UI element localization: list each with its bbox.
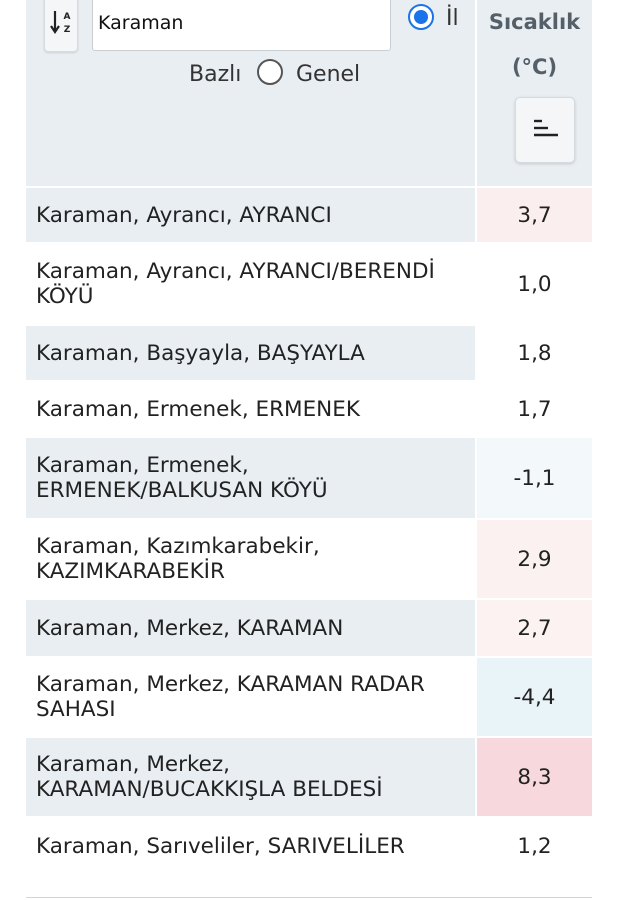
temperature-cell: 1,2 — [477, 818, 592, 874]
sort-bars-icon — [534, 119, 558, 137]
location-search-input[interactable] — [92, 0, 391, 51]
temperature-cell: 1,7 — [477, 382, 592, 436]
sort-alpha-icon: A Z — [50, 11, 71, 35]
temperature-cell: 2,7 — [477, 600, 592, 656]
table-row[interactable]: Karaman, Ayrancı, AYRANCI 3,7 — [26, 188, 592, 242]
bazli-label: Bazlı — [189, 62, 242, 87]
sort-temperature-button[interactable] — [515, 97, 575, 163]
svg-text:A: A — [64, 12, 71, 22]
table-bottom-divider — [26, 897, 592, 898]
temperature-cell: 2,9 — [477, 520, 592, 598]
location-cell: Karaman, Ermenek, ERMENEK/BALKUSAN KÖYÜ — [26, 438, 475, 518]
temperature-cell: 1,0 — [477, 244, 592, 324]
location-cell: Karaman, Merkez, KARAMAN — [26, 600, 475, 656]
temperature-cell: 8,3 — [477, 738, 592, 816]
table-row[interactable]: Karaman, Ermenek, ERMENEK/BALKUSAN KÖYÜ … — [26, 438, 592, 518]
temperature-cell: 3,7 — [477, 188, 592, 242]
radio-genel-label[interactable]: Genel — [296, 62, 361, 87]
table-row[interactable]: Karaman, Kazımkarabekir, KAZIMKARABEKİR … — [26, 520, 592, 598]
location-cell: Karaman, Ayrancı, AYRANCI/BERENDİ KÖYÜ — [36, 259, 435, 309]
temperature-column-unit: (°C) — [511, 55, 558, 79]
temperature-cell: -1,1 — [477, 438, 592, 518]
temperature-cell: 1,8 — [477, 326, 592, 380]
sort-alpha-button[interactable]: A Z — [44, 0, 78, 52]
radio-il[interactable] — [408, 4, 434, 30]
temperature-cell: -4,4 — [477, 658, 592, 736]
table-row[interactable]: Karaman, Başyayla, BAŞYAYLA 1,8 — [26, 326, 592, 380]
table-row[interactable]: Karaman, Merkez, KARAMAN RADAR SAHASI -4… — [26, 658, 592, 736]
table-row[interactable]: Karaman, Ermenek, ERMENEK 1,7 — [26, 382, 592, 436]
location-cell: Karaman, Sarıveliler, SARIVELİLER — [36, 833, 405, 859]
svg-text:Z: Z — [64, 25, 71, 35]
location-cell: Karaman, Merkez, KARAMAN/BUCAKKIŞLA BELD… — [26, 738, 475, 816]
location-cell: Karaman, Merkez, KARAMAN RADAR SAHASI — [36, 672, 425, 722]
table-row[interactable]: Karaman, Sarıveliler, SARIVELİLER 1,2 — [26, 818, 592, 874]
radio-genel[interactable] — [257, 59, 283, 85]
table-row[interactable]: Karaman, Ayrancı, AYRANCI/BERENDİ KÖYÜ 1… — [26, 244, 592, 324]
table-row[interactable]: Karaman, Merkez, KARAMAN/BUCAKKIŞLA BELD… — [26, 738, 592, 816]
table-row[interactable]: Karaman, Merkez, KARAMAN 2,7 — [26, 600, 592, 656]
location-cell: Karaman, Ermenek, ERMENEK — [36, 396, 360, 422]
location-cell: Karaman, Başyayla, BAŞYAYLA — [26, 326, 475, 380]
location-cell: Karaman, Ayrancı, AYRANCI — [26, 188, 475, 242]
location-cell: Karaman, Kazımkarabekir, KAZIMKARABEKİR — [36, 534, 320, 584]
temperature-column-title: Sıcaklık — [488, 10, 581, 34]
radio-il-label[interactable]: İl — [446, 6, 459, 31]
